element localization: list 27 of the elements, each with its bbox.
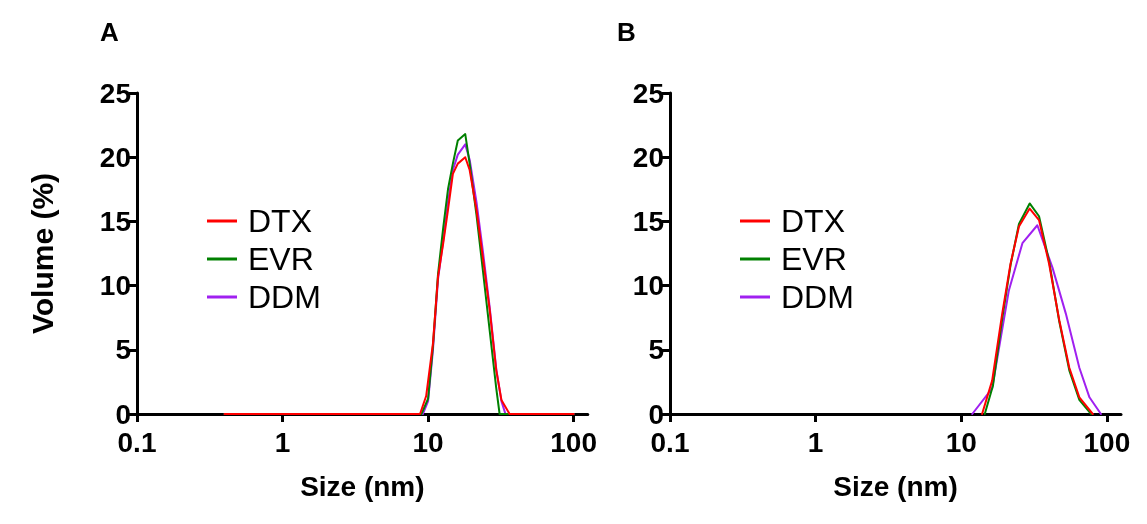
y-axis-title: Volume (%): [25, 172, 59, 335]
chart-title: B: [617, 17, 636, 47]
y-tick-label: 5: [115, 334, 131, 366]
legend-label: DTX: [248, 203, 312, 239]
x-tick-label: 1: [807, 426, 824, 458]
y-tick-label: 25: [632, 77, 664, 109]
legend-label: DDM: [781, 279, 854, 315]
y-tick-label: 20: [632, 141, 664, 173]
y-tick-label: 10: [99, 270, 131, 302]
legend-label: DDM: [248, 279, 321, 315]
x-tick-label: 1: [274, 426, 291, 458]
y-tick-label: 10: [632, 270, 664, 302]
x-tick-label: 10: [412, 426, 444, 458]
x-tick-label: 100: [550, 426, 597, 458]
legend-label: EVR: [248, 241, 314, 277]
y-tick-label: 15: [632, 205, 664, 237]
x-axis-title: Size (nm): [300, 470, 425, 502]
legend-label: DTX: [781, 203, 845, 239]
legend-label: EVR: [781, 241, 847, 277]
y-tick-label: 25: [99, 77, 131, 109]
y-tick-label: 20: [99, 141, 131, 173]
x-tick-label: 100: [1083, 426, 1131, 458]
x-tick-label: 10: [945, 426, 977, 458]
y-tick-label: 15: [99, 205, 131, 237]
x-axis-title: Size (nm): [833, 470, 958, 502]
chart-title: A: [100, 17, 119, 47]
y-tick-label: 5: [648, 334, 664, 366]
